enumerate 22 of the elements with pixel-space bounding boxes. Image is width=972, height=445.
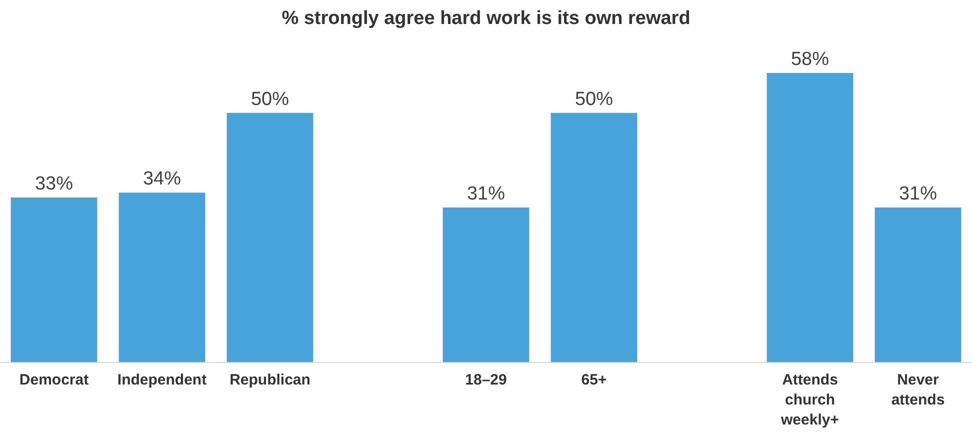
data-label: 50% xyxy=(250,88,290,110)
data-label: 50% xyxy=(574,88,614,110)
data-label: 58% xyxy=(790,48,830,70)
x-tick-label: 18–29 xyxy=(465,372,507,388)
bar xyxy=(118,192,206,362)
bar xyxy=(550,112,638,362)
data-label: 31% xyxy=(898,184,938,205)
bar xyxy=(874,208,962,362)
x-tick-label: Democrat xyxy=(19,372,89,388)
x-tick-label: Independent xyxy=(117,372,207,388)
bar xyxy=(226,112,314,362)
x-tick-label: Republican xyxy=(230,372,310,388)
x-tick-label: 65+ xyxy=(581,372,607,388)
bar xyxy=(766,72,854,362)
x-tick-label: Attends church weekly+ xyxy=(780,372,840,428)
bar xyxy=(442,208,530,362)
x-tick-label: Never attends xyxy=(891,372,945,408)
chart-title: % strongly agree hard work is its own reward xyxy=(282,8,690,29)
data-label: 31% xyxy=(466,184,506,205)
data-label: 34% xyxy=(142,168,182,190)
bar xyxy=(10,198,98,362)
data-label: 33% xyxy=(34,174,74,195)
